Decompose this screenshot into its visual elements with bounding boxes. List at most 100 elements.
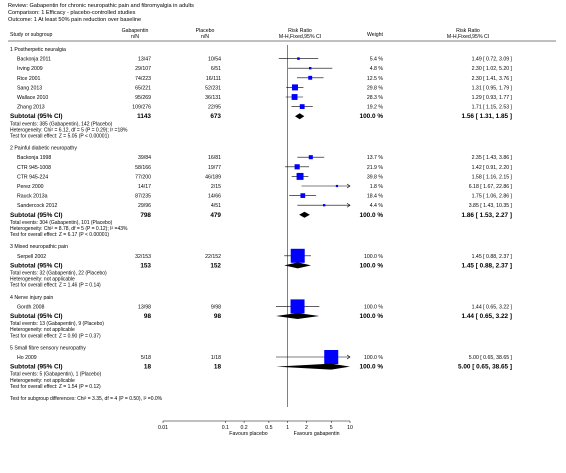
subgroup-title: 5 Small fibre sensory neuropathy bbox=[10, 345, 86, 351]
study-treat: 65/221 bbox=[135, 85, 151, 91]
study-ctrl: 9/98 bbox=[211, 304, 221, 310]
subtotal-treat: 1143 bbox=[137, 113, 151, 120]
study-treat: 13/98 bbox=[138, 304, 151, 310]
subtotal-rr-text: 5.00 [ 0.65, 38.65 ] bbox=[458, 364, 512, 371]
header-rr2: Risk Ratio bbox=[456, 28, 480, 34]
study-treat: 14/17 bbox=[138, 184, 151, 190]
study-name: Serpell 2002 bbox=[17, 254, 46, 260]
study-name: Sandercock 2012 bbox=[17, 203, 57, 209]
subgroup-note: Test for overall effect: Z = 6.17 (P < 0… bbox=[10, 232, 109, 238]
study-rr-text: 1.42 [ 0.91, 2.20 ] bbox=[472, 165, 513, 171]
subtotal-label: Subtotal (95% CI) bbox=[10, 212, 63, 219]
subtotal-label: Subtotal (95% CI) bbox=[10, 113, 63, 120]
study-rr-text: 1.75 [ 1.06, 2.86 ] bbox=[472, 194, 513, 200]
study-weight: 4.8 % bbox=[370, 66, 384, 72]
subtotal-diamond bbox=[276, 313, 320, 319]
subtotal-weight: 100.0 % bbox=[360, 313, 384, 320]
study-rr-text: 2.30 [ 1.41, 3.76 ] bbox=[472, 76, 513, 82]
subtotal-treat: 98 bbox=[144, 313, 152, 320]
study-marker bbox=[324, 350, 339, 364]
study-rr-text: 1.49 [ 0.72, 3.09 ] bbox=[472, 57, 513, 63]
subgroup-note: Test for overall effect: Z = 1.54 (P = 0… bbox=[10, 384, 101, 390]
study-weight: 28.3 % bbox=[367, 95, 384, 101]
subtotal-rr-text: 1.45 [ 0.88, 2.37 ] bbox=[462, 262, 512, 269]
study-name: Irving 2009 bbox=[17, 66, 43, 72]
study-treat: 32/153 bbox=[135, 254, 151, 260]
header-rr2-sub: M-H,Fixed,95% CI bbox=[447, 34, 489, 40]
study-rr-text: 1.58 [ 1.16, 2.15 ] bbox=[472, 174, 513, 180]
subtotal-weight: 100.0 % bbox=[360, 113, 384, 120]
study-ctrl: 46/189 bbox=[205, 174, 221, 180]
study-weight: 29.8 % bbox=[367, 85, 384, 91]
ci-arrow bbox=[346, 354, 351, 360]
header-ctrl: Placebo bbox=[196, 28, 215, 34]
header-rr: Risk Ratio bbox=[288, 28, 312, 34]
study-name: CTR 945-224 bbox=[17, 174, 48, 180]
study-rr-text: 2.35 [ 1.43, 3.86 ] bbox=[472, 155, 513, 161]
study-name: Rauck 2013a bbox=[17, 194, 48, 200]
study-ctrl: 16/111 bbox=[206, 76, 221, 82]
subgroup-note: Heterogeneity: Chi² = 6.12, df = 5 (P = … bbox=[10, 127, 128, 133]
subtotal-treat: 798 bbox=[140, 212, 151, 219]
subgroup-note: Heterogeneity: Chi² = 8.78, df = 5 (P = … bbox=[10, 226, 128, 232]
subgroup-note: Total events: 13 (Gabapentin), 9 (Placeb… bbox=[10, 321, 104, 327]
study-weight: 12.5 % bbox=[367, 76, 384, 82]
subtotal-ctrl: 18 bbox=[214, 364, 222, 371]
subtotal-diamond bbox=[276, 363, 350, 370]
study-weight: 1.8 % bbox=[370, 184, 384, 190]
header-weight: Weight bbox=[367, 32, 384, 38]
study-weight: 13.7 % bbox=[367, 155, 384, 161]
study-marker bbox=[308, 155, 313, 160]
study-weight: 18.4 % bbox=[367, 194, 384, 200]
subtotal-ctrl: 673 bbox=[210, 113, 221, 120]
header-treat: Gabapentin bbox=[122, 28, 149, 34]
study-weight: 100.0 % bbox=[364, 304, 383, 310]
study-name: Gordh 2008 bbox=[17, 304, 45, 310]
favours-left-label: Favours placebo bbox=[229, 431, 267, 437]
study-marker bbox=[290, 248, 305, 263]
study-rr-text: 3.85 [ 1.43, 10.35 ] bbox=[469, 203, 513, 209]
subgroup-title: 1 Postherpetic neuralgia bbox=[10, 47, 66, 53]
study-ctrl: 6/51 bbox=[211, 66, 221, 72]
subtotal-weight: 100.0 % bbox=[360, 364, 384, 371]
x-tick-label: 1 bbox=[286, 425, 289, 431]
subtotal-rr-text: 1.56 [ 1.31, 1.85 ] bbox=[462, 113, 512, 120]
study-treat: 39/84 bbox=[138, 155, 151, 161]
ci-arrow bbox=[346, 202, 351, 208]
study-ctrl: 10/54 bbox=[208, 57, 221, 63]
study-name: Rice 2001 bbox=[17, 76, 40, 82]
study-weight: 100.0 % bbox=[364, 355, 383, 361]
subtotal-label: Subtotal (95% CI) bbox=[10, 364, 63, 371]
x-tick-label: 5 bbox=[330, 425, 333, 431]
study-ctrl: 19/77 bbox=[208, 165, 221, 171]
study-weight: 21.9 % bbox=[367, 165, 384, 171]
study-ctrl: 14/66 bbox=[208, 194, 221, 200]
study-marker bbox=[309, 66, 312, 70]
study-rr-text: 2.30 [ 1.02, 5.20 ] bbox=[472, 66, 513, 72]
subgroup-note: Test for overall effect: Z = 0.90 (P = 0… bbox=[10, 333, 101, 339]
study-rr-text: 1.29 [ 0.93, 1.77 ] bbox=[472, 95, 513, 101]
study-treat: 5/18 bbox=[141, 355, 151, 361]
subgroup-note: Total events: 32 (Gabapentin), 22 (Place… bbox=[10, 271, 107, 277]
study-treat: 29/96 bbox=[138, 203, 151, 209]
subgroup-note: Test for overall effect: Z = 1.46 (P = 0… bbox=[10, 283, 101, 289]
study-ctrl: 1/18 bbox=[211, 355, 221, 361]
subtotal-diamond bbox=[294, 113, 305, 120]
x-tick-label: 0.5 bbox=[265, 425, 272, 431]
study-marker bbox=[323, 204, 326, 207]
study-marker bbox=[335, 184, 339, 188]
study-ctrl: 22/152 bbox=[205, 254, 221, 260]
header-rr-sub: M-H,Fixed,95% CI bbox=[279, 34, 321, 40]
figure-header: Review: Gabapentin for chronic neuropath… bbox=[8, 3, 194, 24]
x-tick-label: 0.2 bbox=[240, 425, 247, 431]
subtotal-treat: 18 bbox=[144, 364, 152, 371]
study-ctrl: 4/51 bbox=[211, 203, 221, 209]
study-weight: 39.8 % bbox=[367, 174, 384, 180]
outcome-title: Outcome: 1 At least 50% pain reduction o… bbox=[8, 17, 142, 23]
subgroup-note: Heterogeneity: not applicable bbox=[10, 277, 75, 283]
study-name: CTR 945-1008 bbox=[17, 165, 51, 171]
study-marker bbox=[290, 299, 305, 314]
subgroup-note: Test for overall effect: Z = 5.05 (P < 0… bbox=[10, 134, 109, 140]
